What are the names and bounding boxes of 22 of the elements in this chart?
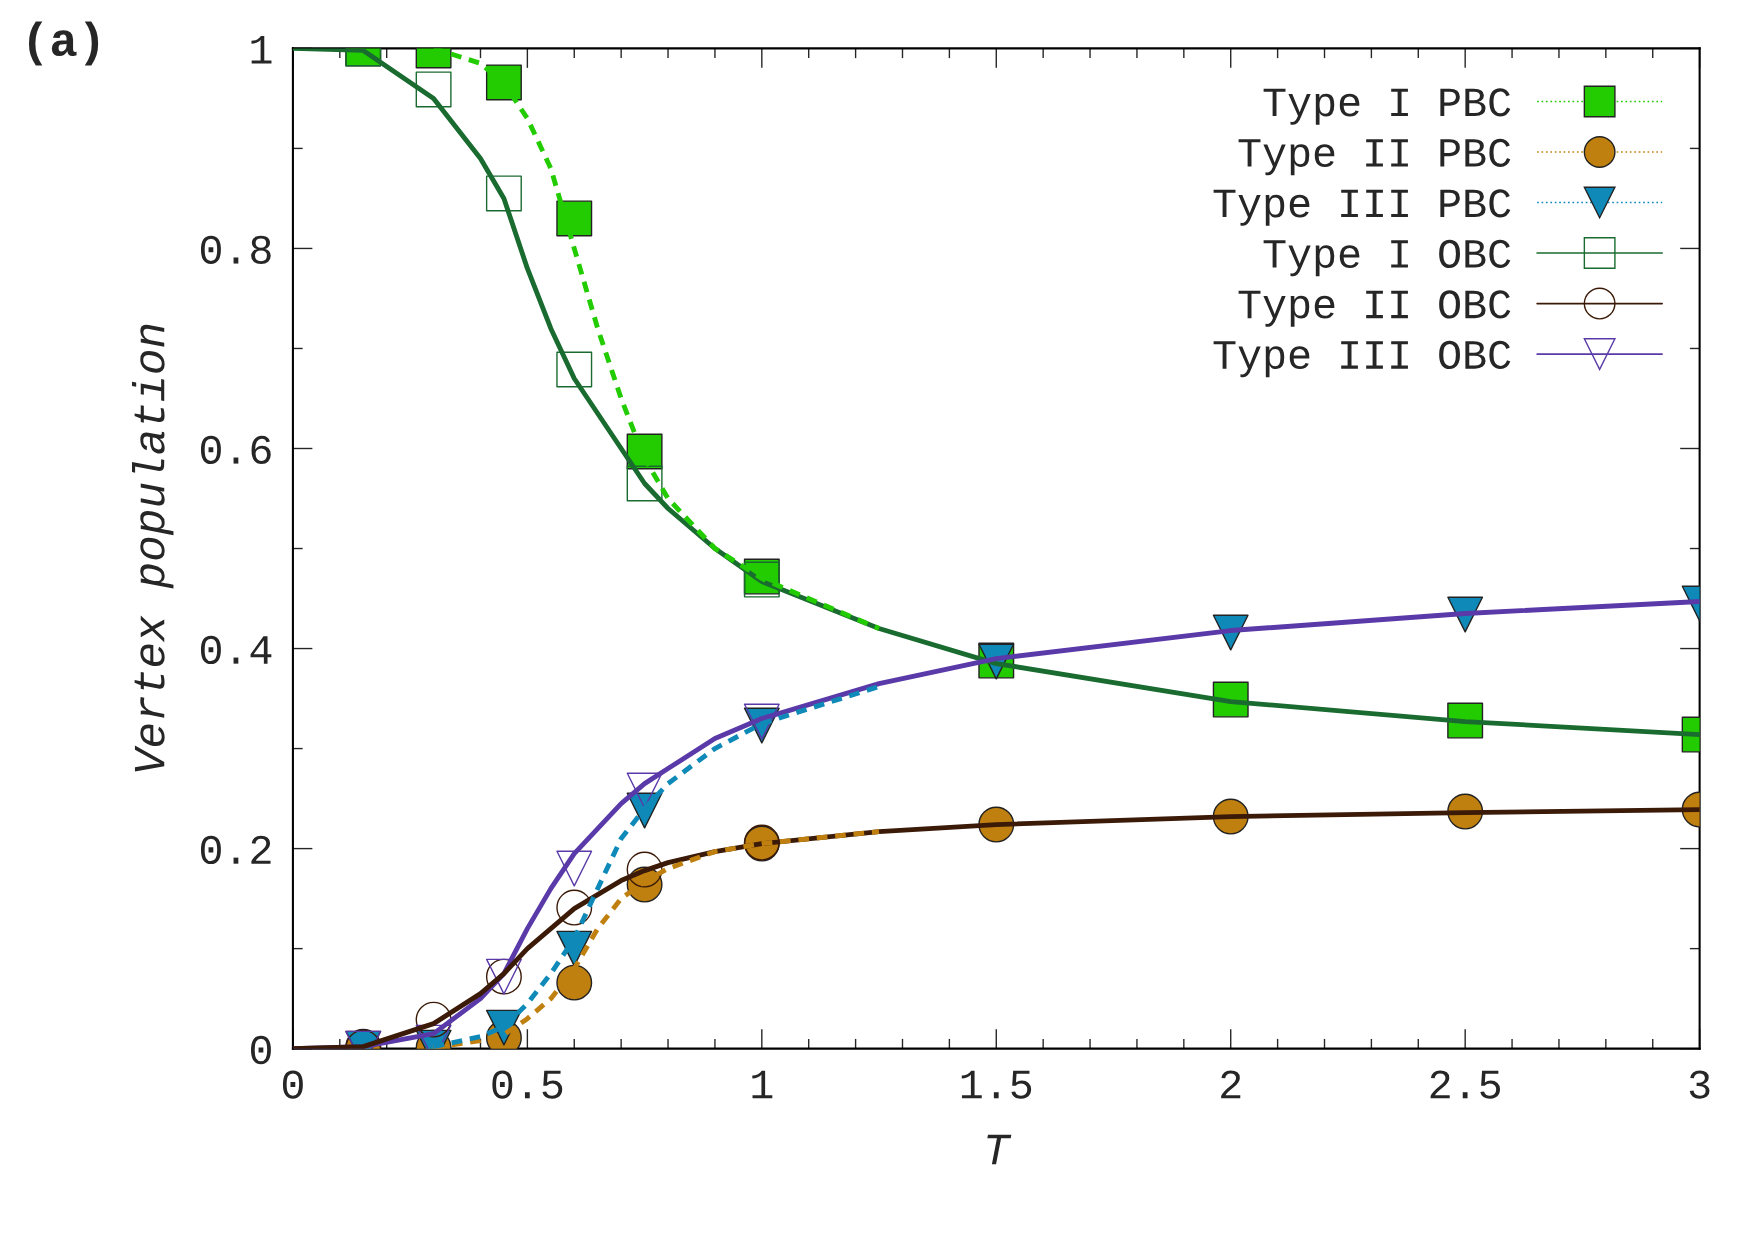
x-axis-title: T [987, 1134, 1012, 1165]
legend-label: Type I OBC [1263, 239, 1511, 277]
y-tick-label: 0 [250, 1035, 271, 1065]
y-tick-label: 1 [251, 36, 272, 64]
legend-label: Type II OBC [1238, 290, 1511, 327]
y-tick-label: 0.4 [200, 635, 272, 665]
text: (a) [28, 21, 99, 66]
legend-label: Type I PBC [1263, 88, 1511, 125]
y-axis-title: Vertex population [132, 324, 174, 772]
x-tick-label: 1 [752, 1070, 773, 1099]
legend-label: Type II PBC [1238, 138, 1511, 176]
y-tick-label: 0.6 [200, 435, 271, 465]
legend-label: Type III PBC [1213, 189, 1511, 226]
x-tick-label: 0.5 [492, 1070, 563, 1099]
x-tick-label: 3 [1689, 1070, 1710, 1099]
y-tick-label: 0.2 [200, 835, 271, 865]
x-tick-label: 2 [1221, 1070, 1241, 1099]
x-tick-label: 2.5 [1430, 1070, 1501, 1099]
y-tick-label: 0.8 [200, 235, 271, 264]
x-tick-label: 0 [282, 1070, 303, 1099]
x-tick-label: 1.5 [961, 1070, 1032, 1099]
legend-label: Type III OBC [1213, 340, 1511, 378]
